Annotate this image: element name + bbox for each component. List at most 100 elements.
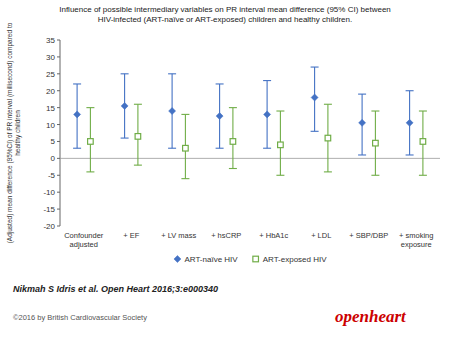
legend-marker [174,256,181,263]
y-tick [57,158,60,159]
mean-marker [373,140,379,146]
error-cap-upper [229,107,237,108]
error-cap-lower [86,171,94,172]
error-cap-upper [86,107,94,108]
error-cap-upper [419,110,427,111]
error-cap-upper [324,104,332,105]
text-line: Influence of possible intermediary varia… [59,5,391,14]
error-cap-lower [406,154,414,155]
mean-marker [359,119,366,126]
y-tick [57,107,60,108]
error-cap-upper [311,67,319,68]
legend-marker [253,256,259,262]
mean-marker [264,111,271,118]
text-line: healthy children [14,110,22,156]
logo-text: openheart [335,307,407,326]
x-tick-label: + SBP/DBP [349,231,388,240]
error-cap-upper [406,90,414,91]
error-cap-lower [229,168,237,169]
error-cap-upper [121,73,129,74]
error-cap-upper [263,80,271,81]
error-cap-upper [216,83,224,84]
series [86,104,427,178]
mean-marker [420,139,426,145]
mean-marker [230,139,236,145]
y-tick-label: 30 [46,53,55,62]
y-tick [57,192,60,193]
mean-marker [169,108,176,115]
text-line: HIV-infected (ART-naïve or ART-exposed) … [98,15,353,24]
y-tick [57,56,60,57]
text-line: + LV mass [161,231,196,240]
error-cap-upper [134,104,142,105]
plot-area [73,67,427,179]
error-cap-lower [263,148,271,149]
mean-marker [278,142,284,148]
series [73,67,414,155]
x-tick-label: + LV mass [161,231,196,240]
error-cap-upper [358,94,366,95]
y-tick [57,175,60,176]
y-axis-line [60,40,61,226]
text-line: + LDL [311,231,331,240]
error-cap-upper [276,110,284,111]
mean-marker [406,119,413,126]
error-cap-lower [358,154,366,155]
y-tick-label: -20 [43,222,55,231]
error-cap-lower [371,175,379,176]
legend-item: ART-exposed HIV [253,255,327,264]
y-tick [57,73,60,74]
error-cap-lower [168,148,176,149]
text-line: exposure [401,240,432,249]
error-cap-lower [419,175,427,176]
text-line: Confounder [64,231,104,240]
legend-label: ART-naïve HIV [184,255,238,264]
y-tick-label: 0 [51,154,56,163]
y-tick-label: -15 [43,205,55,214]
y-tick [57,141,60,142]
legend-item: ART-naïve HIV [174,255,238,264]
mean-marker [135,134,141,140]
copyright: ©2016 by British Cardiovascular Society [13,313,147,322]
mean-marker [88,139,94,145]
error-cap-upper [168,73,176,74]
legend: ART-naïve HIV ART-exposed HIV [174,255,327,264]
mean-marker [74,111,81,118]
y-tick [57,124,60,125]
mean-marker [311,94,318,101]
error-cap-lower [311,131,319,132]
mean-marker [183,145,189,151]
error-cap-lower [121,138,129,139]
error-cap-lower [134,165,142,166]
text-line: (Adjusted) mean difference (95%CI) of PR… [6,22,14,243]
error-cap-lower [216,148,224,149]
error-cap-lower [73,148,81,149]
chart: Influence of possible intermediary varia… [0,0,450,338]
y-tick-label: -5 [48,171,56,180]
text-line: + hsCRP [211,231,241,240]
y-tick-label: 35 [46,36,55,45]
text-line: adjusted [70,240,98,249]
y-tick [57,226,60,227]
error-cap-upper [73,83,81,84]
citation: Nikmah S Idris et al. Open Heart 2016;3:… [13,284,218,294]
x-tick-label: + LDL [311,231,331,240]
y-tick-label: 5 [51,137,56,146]
text-line: + smoking [399,231,433,240]
legend-label: ART-exposed HIV [263,255,328,264]
zero-line [60,158,440,159]
y-axis-label: (Adjusted) mean difference (95%CI) of PR… [6,22,22,243]
y-tick-label: -10 [43,188,55,197]
y-tick-label: 10 [46,121,55,130]
y-tick-label: 25 [46,70,55,79]
x-tick-label: + EF [123,231,139,240]
y-tick [57,90,60,91]
x-tick-label: + hsCRP [211,231,241,240]
error-cap-lower [324,171,332,172]
y-tick [57,40,60,41]
error-cap-upper [371,110,379,111]
title: Influence of possible intermediary varia… [59,5,391,24]
mean-marker [121,102,128,109]
error-cap-lower [276,175,284,176]
background [0,0,450,338]
